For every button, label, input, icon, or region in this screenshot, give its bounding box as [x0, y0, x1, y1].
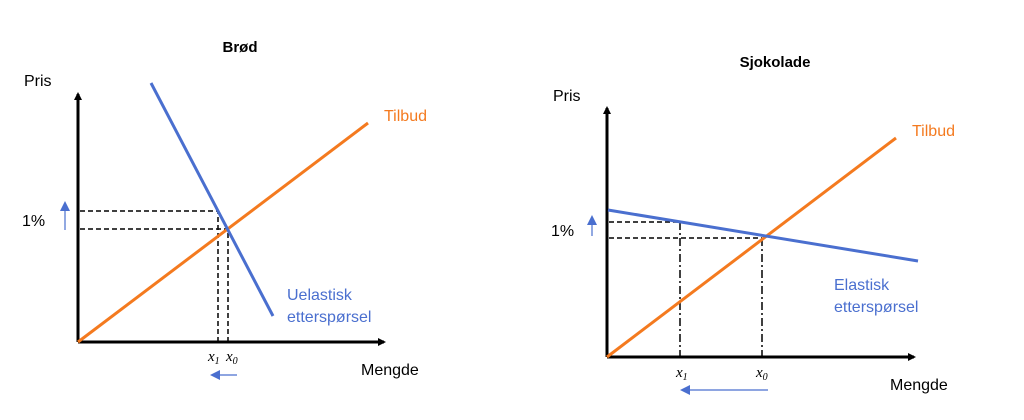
chocolate-demand-curve [607, 208, 919, 263]
bread-x0-label: x0 [225, 349, 238, 367]
chocolate-x0-label: x0 [755, 365, 768, 383]
bread-price-axis-label: Pris [24, 73, 52, 90]
chocolate-x1-label: x1 [675, 365, 688, 383]
bread-title: Brød [223, 39, 258, 56]
chocolate-quantity-axis-label: Mengde [890, 377, 948, 394]
bread-quantity-axis-label: Mengde [361, 362, 419, 379]
bread-price-change-label: 1% [22, 213, 45, 230]
bread-demand-label-1: Uelastisk [287, 287, 353, 304]
bread-demand-curve [149, 82, 275, 317]
chocolate-demand-label-2: etterspørsel [834, 299, 918, 316]
bread-x1-label: x1 [207, 349, 220, 367]
chocolate-supply-label: Tilbud [912, 123, 955, 140]
chocolate-price-change-label: 1% [551, 223, 574, 240]
bread-supply-curve [77, 121, 369, 344]
chocolate-title: Sjokolade [740, 54, 811, 71]
chocolate-diagram: Sjokolade Pris Tilbud Elastisk etterspør… [551, 54, 955, 395]
bread-demand-label-2: etterspørsel [287, 309, 371, 326]
bread-supply-label: Tilbud [384, 108, 427, 125]
chocolate-supply-curve [606, 136, 897, 359]
chocolate-price-axis-label: Pris [553, 88, 581, 105]
bread-diagram: Brød Pris Tilbud Uelastisk etterspørsel … [22, 39, 427, 380]
chocolate-demand-label-1: Elastisk [834, 277, 890, 294]
bread-new-price-guide [80, 210, 219, 342]
